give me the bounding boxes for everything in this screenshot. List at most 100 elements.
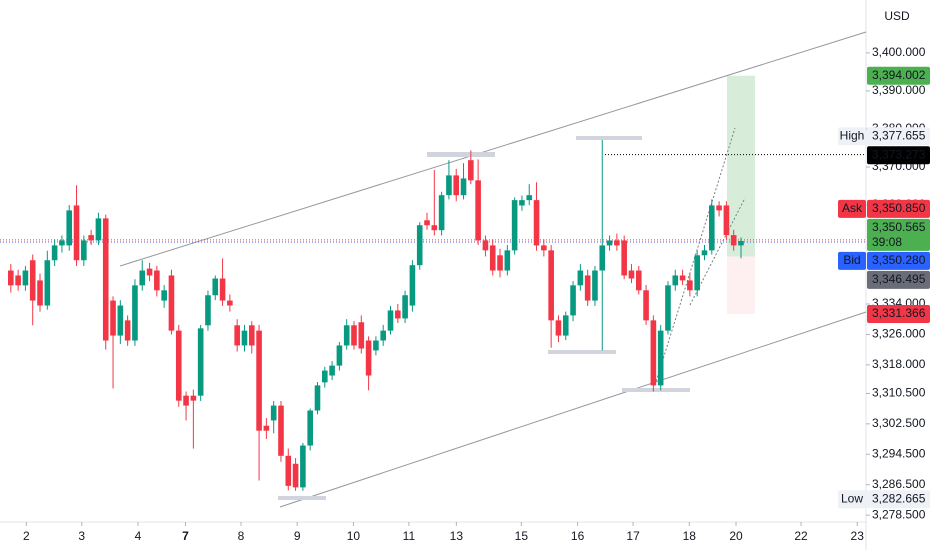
plot-area bbox=[0, 75, 866, 491]
y-tick-label: 3,326.000 bbox=[872, 327, 926, 341]
price-label-box bbox=[867, 127, 930, 146]
candle-body bbox=[387, 310, 394, 331]
candle-body bbox=[365, 340, 372, 376]
candle-body bbox=[314, 385, 321, 411]
price-tag: Bid bbox=[843, 253, 860, 267]
candle-body bbox=[621, 240, 627, 276]
candle-body bbox=[175, 330, 182, 401]
x-tick-label: 2 bbox=[23, 529, 30, 543]
price-tag-box bbox=[838, 251, 866, 270]
candle-body bbox=[59, 240, 65, 246]
price-label-box bbox=[867, 199, 930, 218]
candle-body bbox=[657, 330, 664, 386]
candle-body bbox=[643, 290, 649, 321]
price-label: 3,350.850 bbox=[872, 201, 926, 215]
x-tick-label: 10 bbox=[347, 529, 361, 543]
price-tag: High bbox=[840, 128, 865, 142]
y-tick-label: 3,294.500 bbox=[872, 446, 926, 460]
candle-body bbox=[562, 315, 569, 336]
candle-body bbox=[227, 300, 233, 306]
candle-body bbox=[270, 405, 277, 421]
y-tick-label: 3,278.500 bbox=[872, 507, 926, 521]
price-tag-box bbox=[838, 490, 866, 509]
candle-body bbox=[533, 200, 540, 246]
price-label-box bbox=[867, 270, 930, 289]
candle-body bbox=[526, 195, 533, 201]
y-tick-label: 3,310.500 bbox=[872, 386, 926, 400]
candle-body bbox=[343, 325, 350, 346]
candle-body bbox=[234, 325, 240, 346]
candle-body bbox=[409, 265, 416, 306]
trend-line bbox=[654, 127, 736, 386]
price-label-box bbox=[867, 251, 930, 270]
currency: USD bbox=[884, 9, 910, 23]
x-tick-label: 16 bbox=[571, 529, 585, 543]
candle-body bbox=[285, 455, 292, 486]
price-tag: Ask bbox=[842, 201, 863, 215]
candle-body bbox=[190, 395, 197, 401]
candle-body bbox=[292, 463, 299, 488]
x-tick-label: 22 bbox=[794, 529, 808, 543]
candle-body bbox=[81, 240, 87, 261]
candle-body bbox=[548, 250, 554, 321]
candle-body bbox=[519, 200, 525, 206]
candle-body bbox=[110, 300, 116, 336]
candle-body bbox=[438, 195, 445, 231]
candle-body bbox=[468, 160, 474, 181]
candle-body bbox=[373, 340, 379, 351]
candle-body bbox=[716, 205, 722, 211]
candle-body bbox=[29, 260, 36, 301]
candle-body bbox=[66, 210, 73, 246]
channel-upper bbox=[119, 31, 867, 267]
candle-body bbox=[723, 205, 730, 236]
candle-body bbox=[453, 175, 460, 196]
candle-body bbox=[504, 250, 511, 271]
candle-body bbox=[738, 240, 744, 246]
x-tick-label: 9 bbox=[294, 529, 301, 543]
candle-body bbox=[395, 310, 401, 319]
candle-body bbox=[351, 325, 357, 346]
candle-body bbox=[570, 285, 576, 316]
y-tick-label: 3,400.000 bbox=[872, 45, 926, 59]
candle-body bbox=[212, 278, 219, 296]
candle-body bbox=[336, 345, 343, 366]
candle-body bbox=[416, 225, 423, 266]
price-label: 3,373.273 bbox=[872, 147, 926, 161]
y-tick-label: 3,390.000 bbox=[872, 83, 926, 97]
candle-body bbox=[511, 200, 518, 251]
candle-body bbox=[584, 275, 591, 301]
candle-body bbox=[248, 325, 255, 346]
x-tick-label: 4 bbox=[135, 529, 142, 543]
price-tag-box bbox=[838, 127, 866, 146]
candle-body bbox=[132, 285, 138, 341]
candle-body bbox=[168, 275, 175, 331]
candle-body bbox=[460, 178, 467, 196]
candle-body bbox=[606, 240, 613, 246]
candle-body bbox=[161, 290, 167, 301]
candle-body bbox=[694, 255, 700, 291]
x-tick-label: 17 bbox=[626, 529, 640, 543]
candle-body bbox=[219, 278, 226, 301]
zone-marker bbox=[427, 152, 495, 157]
candle-body bbox=[95, 218, 102, 241]
price-label-box bbox=[867, 146, 930, 165]
candle-body bbox=[431, 225, 438, 231]
candle-body bbox=[329, 365, 335, 376]
price-label: 3,346.495 bbox=[872, 272, 926, 286]
candle-body bbox=[278, 405, 284, 456]
candle-body bbox=[708, 205, 715, 251]
price-label: 3,350.280 bbox=[872, 253, 926, 267]
x-tick-label: 7 bbox=[182, 529, 189, 543]
candle-body bbox=[475, 180, 481, 241]
price-label-box bbox=[867, 218, 930, 251]
x-tick-label: 3 bbox=[78, 529, 85, 543]
price-tag-box bbox=[838, 199, 866, 218]
candle-body bbox=[402, 295, 408, 319]
x-tick-label: 15 bbox=[515, 529, 529, 543]
candle-body bbox=[22, 270, 29, 286]
zone-marker bbox=[576, 136, 642, 140]
candle-body bbox=[263, 425, 270, 431]
x-tick-label: 8 bbox=[238, 529, 245, 543]
candle-body bbox=[446, 175, 452, 196]
candle-body bbox=[300, 445, 306, 488]
